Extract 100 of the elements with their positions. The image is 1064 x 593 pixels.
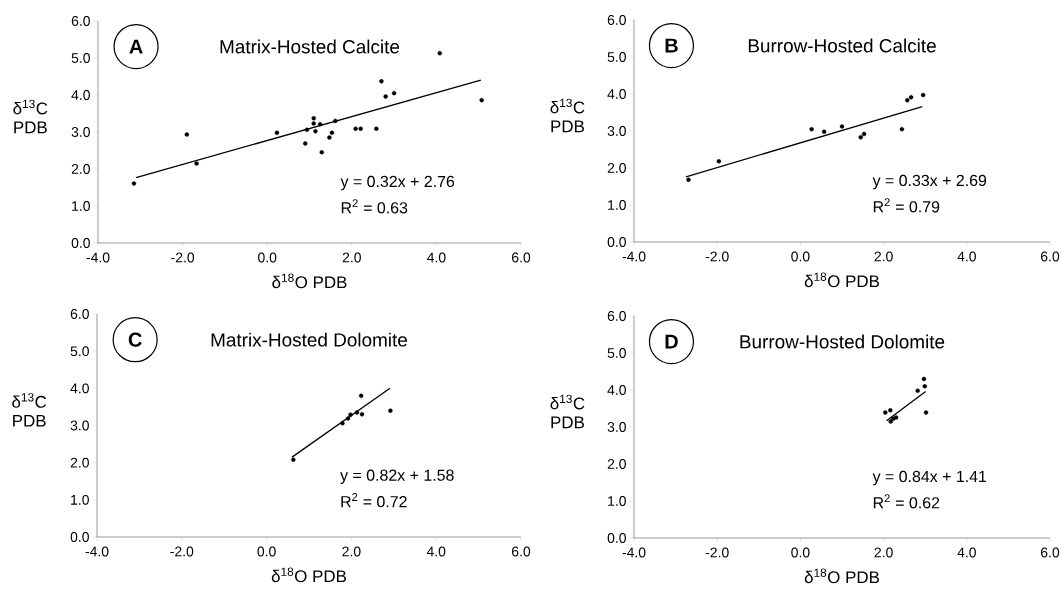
- x-tick-label: -2.0: [705, 251, 729, 262]
- point: [131, 181, 137, 186]
- point: [379, 79, 384, 84]
- point: [893, 415, 899, 420]
- point: [391, 90, 397, 96]
- text: Burrow-Hosted Dolomite: [740, 334, 945, 349]
- x-axis-title: δ$^{18}$O PDB: [804, 568, 880, 584]
- y-tick-label: 2.0: [607, 459, 626, 469]
- y-tick-label: 4.0: [71, 90, 90, 100]
- x-tick-label: 0.0: [257, 546, 276, 557]
- y-tick-label: 3.0: [607, 126, 626, 136]
- point: [861, 131, 867, 137]
- x-tick-label: -4.0: [86, 252, 110, 263]
- annotation: R$^{2}$ = 0.62: [873, 494, 940, 509]
- annotation: y = 0.84x + 1.41: [872, 470, 987, 486]
- y-tick-label: 3.0: [70, 420, 89, 431]
- x-tick-label: 0.0: [258, 252, 277, 263]
- annotation: R$^{2}$ = 0.79: [873, 198, 940, 213]
- point: [915, 388, 920, 393]
- x-tick-label: 0.0: [791, 251, 810, 262]
- y-axis-title: δ$^{13}$C PDB: [12, 393, 47, 427]
- annotation: C: [128, 332, 142, 347]
- point: [311, 116, 316, 121]
- y-tick-label: 1.0: [71, 494, 89, 505]
- y-tick-label: 6.0: [607, 311, 626, 321]
- point: [908, 95, 914, 100]
- point: [313, 129, 318, 134]
- x-tick-label: 4.0: [426, 546, 446, 557]
- y-axis-title: δ$^{13}$C PDB: [13, 99, 48, 134]
- point: [348, 412, 353, 417]
- point: [716, 159, 722, 164]
- y-tick-label: 3.0: [607, 422, 626, 432]
- point: [311, 121, 316, 126]
- point: [374, 126, 379, 131]
- annotation: D: [665, 334, 678, 349]
- y-tick-label: 6.0: [607, 15, 626, 25]
- annotation: y = 0.32x + 2.76: [340, 175, 455, 191]
- annotation: R$^{2}$ = 0.72: [341, 493, 407, 508]
- y-tick-label: 0.0: [607, 533, 626, 543]
- x-tick-label: 6.0: [1041, 547, 1060, 558]
- x-tick-label: 4.0: [957, 251, 976, 262]
- point: [821, 129, 827, 134]
- point: [890, 416, 896, 422]
- point: [905, 98, 910, 103]
- x-tick-label: 6.0: [1041, 251, 1060, 262]
- x-axis-title: δ$^{18}$O PDB: [272, 273, 347, 289]
- y-tick-label: 5.0: [71, 53, 90, 63]
- point: [304, 127, 310, 132]
- y-tick-label: 0.0: [607, 237, 626, 247]
- x-tick-label: -4.0: [622, 251, 646, 262]
- point: [317, 122, 323, 127]
- y-tick-label: 6.0: [71, 16, 90, 26]
- y-tick-label: 5.0: [607, 348, 626, 358]
- y-tick-label: 5.0: [607, 52, 626, 62]
- point: [358, 126, 363, 131]
- y-tick-label: 1.0: [608, 496, 626, 506]
- annotation: A: [129, 39, 143, 54]
- annotation: R$^{2}$ = 0.63: [341, 199, 408, 214]
- point: [274, 130, 280, 135]
- x-tick-label: 2.0: [342, 252, 361, 263]
- point: [888, 408, 893, 413]
- y-tick-label: 1.0: [608, 200, 626, 210]
- text: Matrix-Hosted Dolomite: [211, 332, 407, 347]
- x-tick-label: 0.0: [791, 547, 810, 558]
- point: [358, 393, 364, 398]
- x-tick-label: 4.0: [957, 547, 976, 558]
- text: Burrow-Hosted Calcite: [748, 38, 936, 53]
- annotation: y = 0.82x + 1.58: [340, 469, 454, 485]
- point: [899, 126, 905, 132]
- annotation: B: [665, 38, 678, 53]
- point: [686, 177, 691, 183]
- x-tick-label: 6.0: [512, 546, 531, 557]
- point: [184, 132, 190, 137]
- point: [319, 150, 324, 155]
- x-axis-title: δ$^{18}$O PDB: [271, 567, 346, 583]
- point: [333, 118, 338, 124]
- y-tick-label: 0.0: [70, 532, 89, 542]
- x-tick-label: 2.0: [342, 546, 361, 557]
- point: [388, 408, 393, 413]
- y-tick-label: 1.0: [72, 201, 90, 211]
- point: [383, 94, 388, 99]
- x-tick-label: -4.0: [622, 547, 646, 558]
- point: [839, 124, 845, 129]
- x-tick-label: 2.0: [874, 547, 893, 558]
- y-tick-label: 4.0: [607, 385, 626, 395]
- point: [922, 384, 927, 389]
- point: [883, 410, 888, 415]
- y-tick-label: 4.0: [607, 89, 626, 99]
- point: [340, 421, 345, 426]
- y-tick-label: 2.0: [607, 163, 626, 173]
- point: [858, 135, 863, 140]
- x-tick-label: -2.0: [705, 547, 729, 558]
- point: [194, 161, 199, 166]
- point: [353, 126, 358, 131]
- text: Matrix-Hosted Calcite: [220, 39, 400, 54]
- x-tick-label: -2.0: [170, 546, 194, 557]
- point: [479, 97, 484, 103]
- point: [923, 410, 929, 415]
- y-tick-label: 3.0: [71, 127, 90, 137]
- point: [345, 416, 351, 421]
